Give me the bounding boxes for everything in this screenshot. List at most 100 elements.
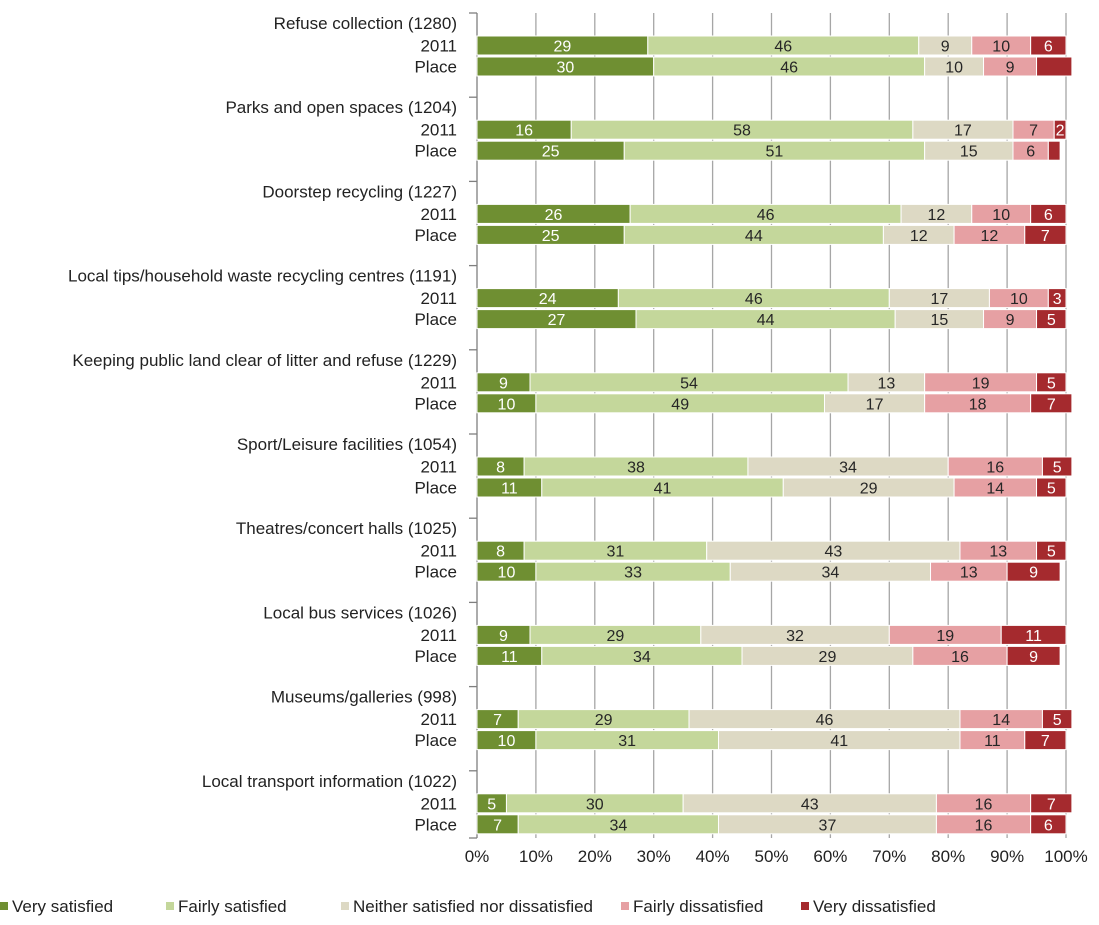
bar-value-label: 34 xyxy=(633,649,651,666)
bar-value-label: 11 xyxy=(501,649,518,666)
bar-value-label: 14 xyxy=(986,481,1004,498)
bar-value-label: 46 xyxy=(816,712,834,729)
bar-value-label: 25 xyxy=(542,144,560,161)
bar-value-label: 44 xyxy=(757,312,775,329)
group-label: Sport/Leisure facilities (1054) xyxy=(237,435,457,454)
bar-value-label: 29 xyxy=(819,649,837,666)
bar-value-label: 9 xyxy=(499,375,508,392)
bar-segment xyxy=(1036,309,1067,330)
bar-value-label: 6 xyxy=(1044,817,1053,834)
bar-value-label: 34 xyxy=(822,565,840,582)
bar-value-label: 17 xyxy=(866,396,884,413)
bar-segment xyxy=(1036,540,1067,561)
bar-value-label: 29 xyxy=(595,712,613,729)
bar-value-label: 34 xyxy=(609,817,627,834)
group-label: Doorstep recycling (1227) xyxy=(262,182,457,201)
bar-value-label: 5 xyxy=(1053,460,1062,477)
bar-segment xyxy=(1047,140,1061,161)
bar-value-label: 9 xyxy=(1029,649,1038,666)
bar-segment xyxy=(1036,56,1073,77)
legend-swatch xyxy=(0,902,8,910)
bar-value-label: 12 xyxy=(928,207,946,224)
bar-value-label: 41 xyxy=(830,733,848,750)
bar-value-label: 7 xyxy=(1047,796,1056,813)
bar-value-label: 9 xyxy=(499,628,508,645)
bar-value-label: 5 xyxy=(487,796,496,813)
bar-value-label: 34 xyxy=(839,460,857,477)
bar-value-label: 29 xyxy=(554,39,572,56)
legend-swatch xyxy=(166,902,174,910)
bar-value-label: 5 xyxy=(1053,712,1062,729)
bar-value-label: 6 xyxy=(1044,207,1053,224)
bar-value-label: 10 xyxy=(498,565,516,582)
bar-segment xyxy=(1030,793,1073,814)
x-tick-label: 70% xyxy=(872,847,906,866)
bar-value-label: 9 xyxy=(1029,565,1038,582)
bar-value-label: 25 xyxy=(542,228,560,245)
bar-value-label: 7 xyxy=(493,712,502,729)
bar-value-label: 10 xyxy=(498,396,516,413)
bar-value-label: 46 xyxy=(774,39,792,56)
bar-segment xyxy=(1041,709,1073,730)
bar-value-label: 15 xyxy=(960,144,978,161)
legend-label: Very satisfied xyxy=(12,897,113,916)
bar-value-label: 5 xyxy=(1047,312,1056,329)
bar-value-label: 5 xyxy=(1047,375,1056,392)
bar-value-label: 16 xyxy=(515,123,533,140)
bar-segment xyxy=(1000,624,1067,645)
bar-value-label: 11 xyxy=(501,481,518,498)
bar-value-label: 10 xyxy=(945,60,963,77)
bar-value-label: 16 xyxy=(975,817,993,834)
bar-value-label: 30 xyxy=(556,60,574,77)
bar-segment xyxy=(1006,561,1061,582)
bar-value-label: 46 xyxy=(757,207,775,224)
x-tick-label: 20% xyxy=(578,847,612,866)
x-tick-label: 40% xyxy=(696,847,730,866)
bar-value-label: 19 xyxy=(972,375,990,392)
legend-label: Very dissatisfied xyxy=(813,897,936,916)
x-tick-label: 80% xyxy=(931,847,965,866)
group-label: Keeping public land clear of litter and … xyxy=(72,351,457,370)
row-label: 2011 xyxy=(420,626,457,645)
bar-value-label: 17 xyxy=(930,291,948,308)
bar-value-label: 3 xyxy=(1053,291,1062,308)
row-label: Place xyxy=(414,310,457,329)
row-label: 2011 xyxy=(420,37,457,56)
bar-value-label: 33 xyxy=(624,565,642,582)
bar-value-label: 31 xyxy=(618,733,636,750)
row-label: 2011 xyxy=(420,289,457,308)
row-label: 2011 xyxy=(420,205,457,224)
bar-value-label: 51 xyxy=(766,144,784,161)
bar-value-label: 26 xyxy=(545,207,563,224)
bar-value-label: 12 xyxy=(910,228,928,245)
bar-value-label: 17 xyxy=(954,123,972,140)
bar-value-label: 29 xyxy=(860,481,878,498)
legend-swatch xyxy=(341,902,349,910)
row-label: Place xyxy=(414,479,457,498)
bar-value-label: 9 xyxy=(941,39,950,56)
legend-swatch xyxy=(621,902,629,910)
group-label: Refuse collection (1280) xyxy=(274,14,457,33)
bar-value-label: 46 xyxy=(745,291,763,308)
bar-value-label: 38 xyxy=(627,460,645,477)
bar-value-label: 7 xyxy=(1041,733,1050,750)
bar-value-label: 7 xyxy=(1041,228,1050,245)
bar-value-label: 41 xyxy=(654,481,672,498)
bar-value-label: 44 xyxy=(745,228,763,245)
x-tick-label: 90% xyxy=(990,847,1024,866)
group-label: Museums/galleries (998) xyxy=(271,688,457,707)
bar-value-label: 58 xyxy=(733,123,751,140)
bar-value-label: 9 xyxy=(1006,60,1015,77)
bar-value-label: 5 xyxy=(1047,481,1056,498)
group-label: Theatres/concert halls (1025) xyxy=(236,519,457,538)
bar-value-label: 6 xyxy=(1026,144,1035,161)
bar-value-label: 43 xyxy=(824,544,842,561)
group-label: Local bus services (1026) xyxy=(263,603,457,622)
bar-value-label: 32 xyxy=(786,628,804,645)
bar-value-label: 18 xyxy=(969,396,987,413)
bar-value-label: 10 xyxy=(992,39,1010,56)
bar-value-label: 13 xyxy=(960,565,978,582)
bar-segment xyxy=(1006,645,1061,666)
